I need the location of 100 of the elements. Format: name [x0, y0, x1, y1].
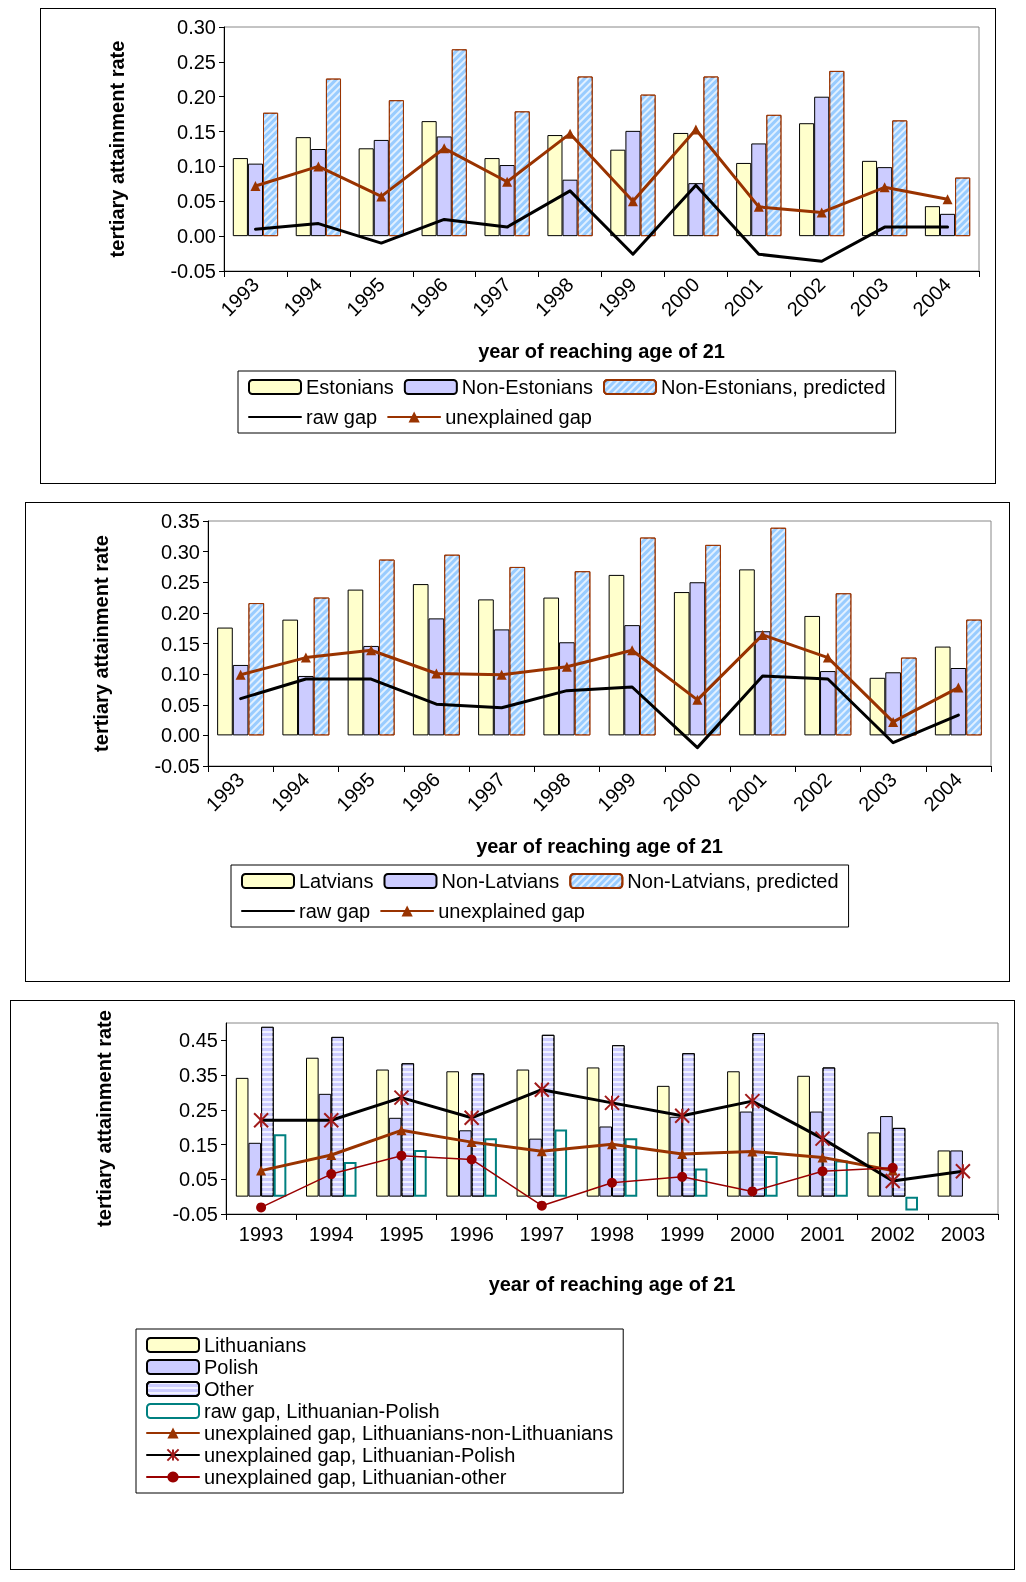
y-tick-label: 0.00: [177, 225, 216, 248]
bar: [765, 1156, 778, 1197]
legend-label: Non-Latvians: [441, 870, 560, 892]
y-axis-title: tertiary attainment rate: [90, 535, 112, 752]
point: [817, 1152, 828, 1163]
x-tick-label: 1998: [589, 1223, 635, 1245]
point: [536, 1200, 547, 1211]
point: [376, 191, 387, 202]
legend-label: raw gap: [306, 406, 378, 428]
x-tick-label: 1994: [309, 1223, 354, 1245]
bar: [905, 1196, 918, 1211]
point: [677, 1171, 688, 1182]
y-tick-label: 0.25: [179, 1098, 218, 1121]
point: [396, 1125, 407, 1136]
point: [366, 645, 377, 656]
bar: [414, 1150, 427, 1197]
point: [747, 1146, 758, 1157]
y-tick-label: 0.15: [177, 120, 216, 143]
legend-label: Polish: [204, 1356, 259, 1378]
legend-label: Other: [204, 1378, 255, 1400]
legend-label: unexplained gap, Lithuanian-other: [204, 1466, 507, 1488]
legend-label: raw gap: [299, 900, 371, 922]
point: [561, 661, 572, 672]
legend-label: raw gap, Lithuanian-Polish: [204, 1400, 440, 1422]
y-tick-label: -0.05: [154, 755, 200, 777]
y-tick-label: 0.20: [161, 601, 200, 624]
y-tick-label: 0.45: [179, 1029, 218, 1052]
bar: [273, 1134, 287, 1197]
y-tick-label: -0.05: [170, 260, 216, 282]
legend-label: Non-Estonians: [461, 376, 594, 398]
y-tick-label: 0.30: [177, 16, 216, 38]
point: [942, 194, 953, 205]
y-tick-label: 0.25: [161, 571, 200, 594]
y-tick-label: 0.35: [179, 1064, 218, 1087]
y-tick-label: -0.05: [172, 1203, 218, 1225]
point: [888, 716, 899, 727]
point: [439, 143, 450, 154]
point: [256, 1202, 267, 1213]
point: [536, 1146, 547, 1157]
y-tick-label: 0.00: [161, 724, 200, 747]
point: [326, 1169, 337, 1180]
x-axis-title: year of reaching age of 21: [488, 1273, 736, 1295]
point: [466, 1137, 477, 1148]
x-tick-label: 2002: [870, 1223, 915, 1245]
x-tick-label: 2003: [940, 1223, 986, 1245]
point: [250, 180, 261, 191]
x-tick-label: 1995: [379, 1223, 424, 1245]
bar: [554, 1129, 568, 1197]
legend-label: unexplained gap, Lithuanians-non-Lithuanians: [204, 1422, 614, 1444]
legend-label: unexplained gap, Lithuanian-Polish: [204, 1444, 516, 1466]
point: [466, 1154, 477, 1165]
point: [256, 1165, 267, 1176]
bar: [694, 1168, 708, 1197]
y-tick-label: 0.10: [177, 155, 216, 178]
point: [822, 652, 833, 663]
point: [627, 645, 638, 656]
point: [496, 669, 507, 680]
legend-label: unexplained gap: [445, 406, 592, 428]
x-tick-label: 1997: [519, 1223, 565, 1245]
y-tick-label: 0.35: [161, 510, 200, 532]
point: [396, 1150, 407, 1161]
point: [692, 694, 703, 705]
point: [431, 668, 442, 679]
point: [817, 1166, 828, 1177]
bar: [835, 1160, 848, 1197]
x-tick-label: 1996: [449, 1223, 494, 1245]
bar: [343, 1161, 357, 1197]
y-tick-label: 0.10: [161, 663, 200, 686]
y-tick-label: 0.25: [177, 50, 216, 73]
point: [300, 652, 311, 663]
x-tick-label: 2000: [730, 1223, 775, 1245]
legend-label: Estonians: [306, 376, 394, 398]
legend-label: Lithuanians: [204, 1334, 307, 1356]
y-tick-label: 0.20: [177, 85, 216, 108]
y-tick-label: 0.05: [177, 190, 216, 213]
x-tick-label: 1993: [238, 1223, 284, 1245]
y-tick-label: 0.05: [179, 1168, 218, 1191]
bar: [484, 1138, 497, 1197]
y-axis-title: tertiary attainment rate: [106, 40, 128, 258]
y-tick-label: 0.30: [161, 540, 200, 563]
point: [607, 1139, 617, 1150]
point: [753, 201, 764, 212]
x-tick-label: 2001: [800, 1223, 845, 1245]
point: [235, 669, 246, 680]
x-axis-title: year of reaching age of 21: [476, 835, 723, 857]
point: [627, 196, 638, 207]
legend-label: Non-Latvians, predicted: [627, 870, 839, 892]
legend-label: Latvians: [299, 870, 374, 892]
legend-label: Non-Estonians, predicted: [661, 376, 886, 398]
x-axis-title: year of reaching age of 21: [478, 340, 725, 362]
point: [879, 182, 890, 193]
y-tick-label: 0.15: [179, 1133, 218, 1156]
point: [607, 1177, 617, 1188]
point: [677, 1148, 688, 1159]
point: [747, 1186, 758, 1197]
point: [313, 161, 324, 172]
point: [502, 176, 513, 187]
y-axis-title: tertiary attainment rate: [93, 1010, 115, 1227]
point: [690, 124, 701, 135]
point: [953, 682, 964, 693]
